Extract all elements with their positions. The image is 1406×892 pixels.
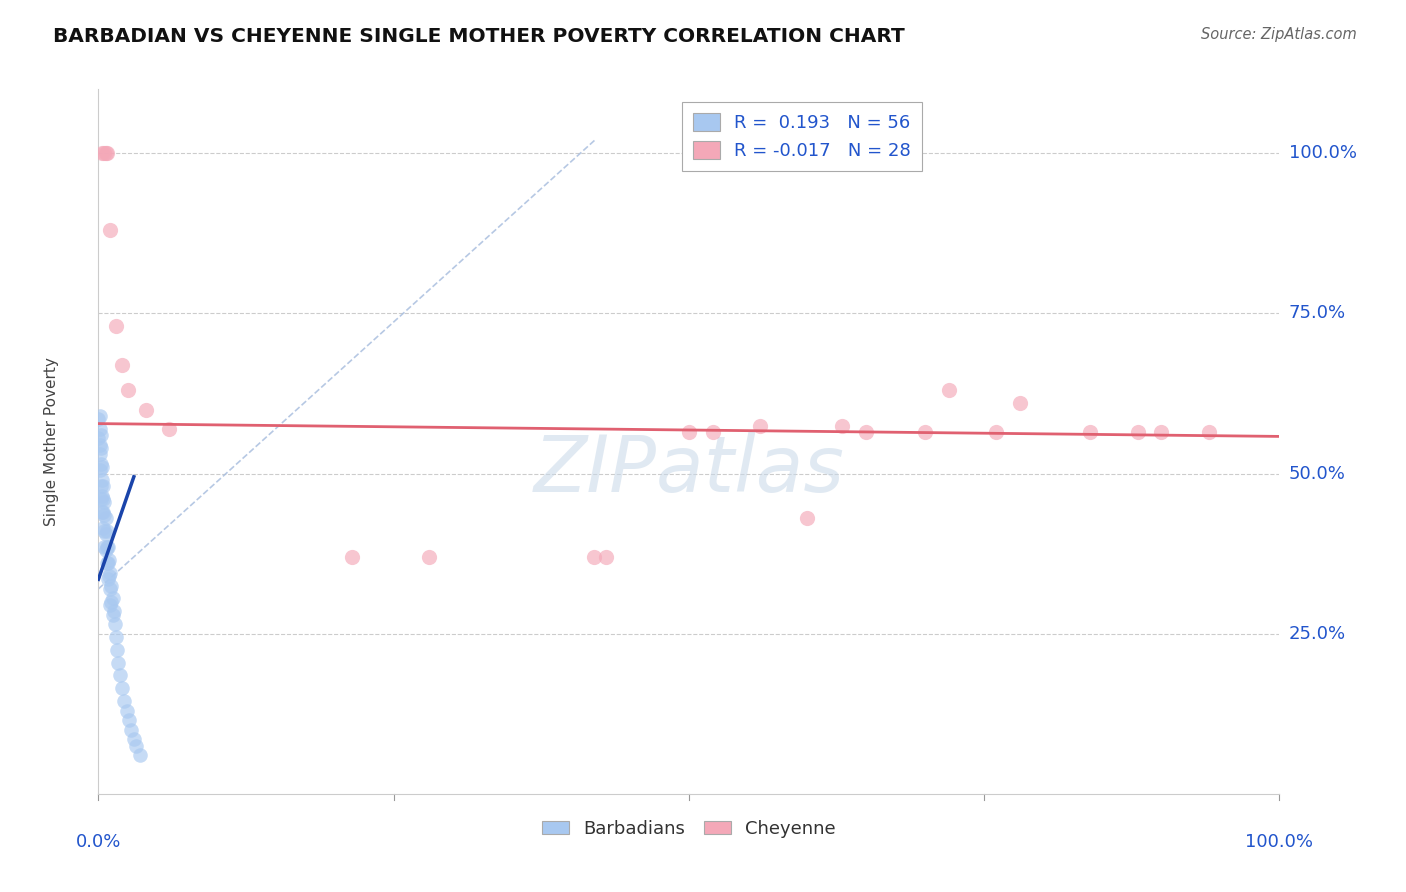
Point <box>89 447 111 461</box>
Point <box>107 656 129 670</box>
Point <box>125 739 148 753</box>
Point <box>115 704 138 718</box>
Point <box>96 541 118 555</box>
Point <box>103 604 125 618</box>
Point <box>90 457 112 471</box>
Point <box>91 479 114 493</box>
Point <box>93 146 115 161</box>
Point <box>89 422 111 436</box>
Point <box>94 543 117 558</box>
Point <box>97 541 120 555</box>
Point <box>91 460 114 475</box>
Point <box>90 492 112 507</box>
Point <box>831 418 853 433</box>
Point <box>98 598 121 612</box>
Point <box>93 508 115 523</box>
Point <box>94 146 117 161</box>
Point <box>105 642 128 657</box>
Point <box>112 694 135 708</box>
Point <box>117 384 139 398</box>
Point <box>96 146 118 161</box>
Point <box>702 425 724 439</box>
Point <box>90 428 112 442</box>
Point <box>938 384 960 398</box>
Point <box>90 479 112 493</box>
Point <box>87 431 110 445</box>
Point <box>98 566 121 580</box>
Point <box>91 489 114 503</box>
Point <box>135 402 157 417</box>
Text: 0.0%: 0.0% <box>76 832 121 851</box>
Point <box>583 549 606 564</box>
Point <box>98 553 121 567</box>
Point <box>1198 425 1220 439</box>
Point <box>90 441 112 455</box>
Point <box>100 579 122 593</box>
Text: 100.0%: 100.0% <box>1289 145 1357 162</box>
Point <box>91 492 114 507</box>
Text: 75.0%: 75.0% <box>1289 304 1346 322</box>
Point <box>104 617 127 632</box>
Point <box>89 409 111 423</box>
Point <box>1080 425 1102 439</box>
Point <box>91 505 114 519</box>
Point <box>101 607 124 622</box>
Point <box>94 527 117 541</box>
Point <box>91 505 114 519</box>
Point <box>97 556 120 570</box>
Point <box>96 524 118 539</box>
Text: ZIPatlas: ZIPatlas <box>533 432 845 508</box>
Point <box>94 511 117 525</box>
Point <box>157 422 180 436</box>
Point <box>98 569 121 583</box>
Point <box>93 524 115 539</box>
Point <box>89 438 111 452</box>
Text: 100.0%: 100.0% <box>1246 832 1313 851</box>
Text: BARBADIAN VS CHEYENNE SINGLE MOTHER POVERTY CORRELATION CHART: BARBADIAN VS CHEYENNE SINGLE MOTHER POVE… <box>53 27 905 45</box>
Point <box>98 223 121 237</box>
Point <box>111 358 134 372</box>
Point <box>118 713 141 727</box>
Point <box>105 319 128 334</box>
Point <box>91 521 114 535</box>
Point <box>128 748 150 763</box>
Point <box>101 591 124 606</box>
Point <box>91 146 114 161</box>
Point <box>678 425 700 439</box>
Point <box>1008 396 1031 410</box>
Point <box>418 549 440 564</box>
Point <box>342 549 364 564</box>
Point <box>91 473 114 487</box>
Point <box>93 541 115 555</box>
Point <box>595 549 617 564</box>
Legend: Barbadians, Cheyenne: Barbadians, Cheyenne <box>534 813 844 845</box>
Point <box>1126 425 1149 439</box>
Text: Source: ZipAtlas.com: Source: ZipAtlas.com <box>1201 27 1357 42</box>
Point <box>1150 425 1173 439</box>
Point <box>796 511 818 525</box>
Point <box>87 412 110 426</box>
Point <box>105 630 128 644</box>
Point <box>855 425 877 439</box>
Point <box>914 425 936 439</box>
Point <box>111 681 134 696</box>
Point <box>93 495 115 509</box>
Point <box>748 418 770 433</box>
Point <box>984 425 1007 439</box>
Text: 25.0%: 25.0% <box>1289 624 1346 643</box>
Point <box>122 732 145 747</box>
Point <box>98 582 121 596</box>
Point <box>108 668 131 682</box>
Text: 50.0%: 50.0% <box>1289 465 1346 483</box>
Point <box>97 572 120 586</box>
Text: Single Mother Poverty: Single Mother Poverty <box>44 357 59 526</box>
Point <box>89 463 111 477</box>
Point <box>121 723 143 737</box>
Point <box>96 556 118 570</box>
Point <box>100 595 122 609</box>
